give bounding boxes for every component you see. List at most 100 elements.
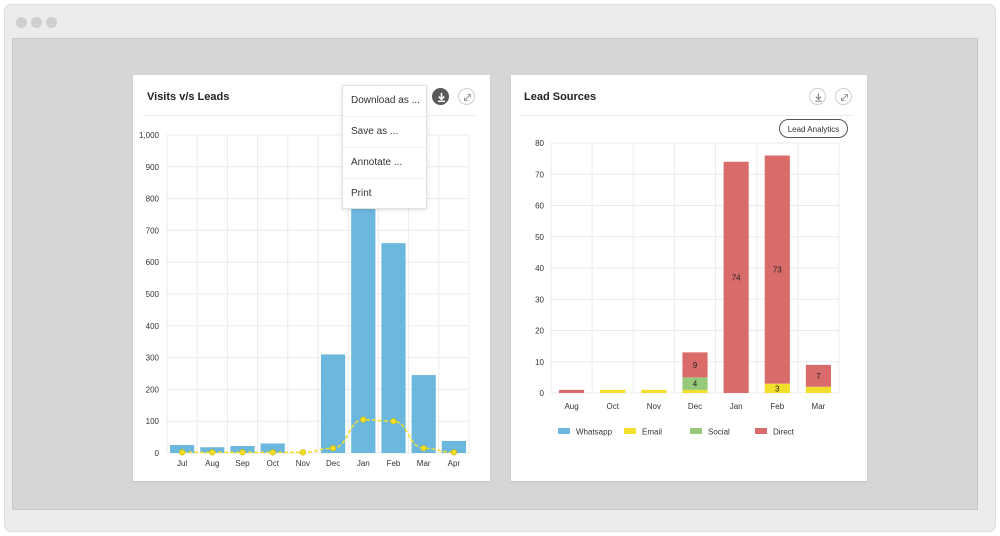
legend-swatch-whatsapp xyxy=(558,428,570,434)
bar-segment-direct xyxy=(682,352,708,378)
visits-leads-chart: 0 100 200 300 400 500 600 700 800 900 1,000 Jul Aug S… xyxy=(139,131,470,468)
bar-segment-email xyxy=(641,389,667,393)
x-tick-label: Aug xyxy=(205,459,219,468)
lead-sources-chart: 0 10 20 30 40 50 60 70 80 Aug Oct Nov Dec Jan Feb Mar 4 9… xyxy=(535,139,840,437)
y-tick-label: 1,000 xyxy=(139,131,160,140)
y-tick-label: 500 xyxy=(146,290,160,299)
leads-point-nov xyxy=(299,449,306,456)
legend-swatch-social xyxy=(690,428,702,434)
y-tick-label: 0 xyxy=(155,449,160,458)
bar-segment-social xyxy=(682,377,708,390)
x-tick-label: Mar xyxy=(812,402,826,411)
legend-swatch-direct xyxy=(755,428,767,434)
bar-oct xyxy=(260,443,285,453)
x-tick-label: Oct xyxy=(266,459,279,468)
x-tick-label: Sep xyxy=(235,459,250,468)
y-tick-label: 20 xyxy=(535,327,544,336)
expand-icon xyxy=(464,94,471,101)
x-tick-label: Mar xyxy=(417,459,431,468)
x-tick-label: Oct xyxy=(606,402,619,411)
x-tick-label: Jan xyxy=(357,459,370,468)
x-tick-label: Apr xyxy=(448,459,461,468)
data-label: 9 xyxy=(693,361,698,370)
y-tick-label: 100 xyxy=(146,417,160,426)
y-tick-label: 40 xyxy=(535,264,544,273)
x-tick-label: Feb xyxy=(387,459,401,468)
window-dot-icon xyxy=(46,17,57,28)
y-tick-label: 10 xyxy=(535,358,544,367)
x-tick-label: Jan xyxy=(730,402,743,411)
download-button[interactable] xyxy=(809,88,826,105)
bar-mar xyxy=(411,375,436,453)
download-icon xyxy=(438,93,445,102)
bar-segment-email xyxy=(805,386,831,393)
leads-point-oct xyxy=(269,449,276,456)
bar-segment-direct xyxy=(559,389,585,393)
legend-label-email: Email xyxy=(642,428,662,437)
bar-segment-email xyxy=(764,383,790,393)
y-tick-label: 50 xyxy=(535,233,544,242)
y-tick-label: 70 xyxy=(535,170,544,179)
menu-item-annotate[interactable]: Annotate ... xyxy=(343,148,426,179)
leads-point-apr xyxy=(450,449,458,456)
x-tick-label: Aug xyxy=(564,402,578,411)
x-tick-label: Dec xyxy=(326,459,340,468)
bar-segment-email xyxy=(682,389,708,393)
bar-jul xyxy=(170,445,195,453)
bar-segment-direct xyxy=(723,161,749,393)
bar-segment-direct xyxy=(805,364,831,387)
leads-point-aug xyxy=(209,449,216,456)
y-tick-label: 30 xyxy=(535,295,544,304)
leads-point-mar xyxy=(420,445,427,452)
lead-analytics-button[interactable]: Lead Analytics xyxy=(779,119,848,138)
export-menu: Download as ... Save as ... Annotate ...… xyxy=(342,85,427,209)
menu-item-save[interactable]: Save as ... xyxy=(343,117,426,148)
card-divider xyxy=(143,115,476,116)
leads-point-jul xyxy=(178,449,186,456)
bar-apr xyxy=(441,440,466,453)
leads-point-dec xyxy=(330,445,337,452)
data-label: 73 xyxy=(773,266,782,275)
legend-label-social: Social xyxy=(708,428,730,437)
expand-button[interactable] xyxy=(835,88,852,105)
y-tick-label: 700 xyxy=(146,226,160,235)
menu-item-print[interactable]: Print xyxy=(351,188,372,199)
bar-segment-direct xyxy=(764,155,790,384)
card-divider xyxy=(521,115,854,116)
leads-point-sep xyxy=(239,449,246,456)
visits-leads-card: Visits v/s Leads 0 100 200 300 400 500 600 700 8… xyxy=(133,75,490,481)
legend-label-direct: Direct xyxy=(773,428,795,437)
download-icon xyxy=(815,93,822,102)
legend-label-whatsapp: Whatsapp xyxy=(576,428,613,437)
data-label: 74 xyxy=(732,273,741,282)
card-title: Visits v/s Leads xyxy=(147,91,230,103)
window-dot-icon xyxy=(16,17,27,28)
y-tick-label: 600 xyxy=(146,258,160,267)
leads-point-jan xyxy=(360,416,367,423)
expand-icon xyxy=(841,94,848,101)
x-tick-label: Jul xyxy=(177,459,187,468)
y-tick-label: 60 xyxy=(535,202,544,211)
x-tick-label: Nov xyxy=(296,459,310,468)
bar-dec xyxy=(321,354,346,453)
download-button[interactable] xyxy=(432,88,449,105)
y-tick-label: 800 xyxy=(146,195,160,204)
bar-feb xyxy=(381,243,406,453)
window-dot-icon xyxy=(31,17,42,28)
x-tick-label: Dec xyxy=(688,402,702,411)
legend-swatch-email xyxy=(624,428,636,434)
bar-segment-email xyxy=(600,389,626,393)
x-tick-label: Nov xyxy=(647,402,661,411)
expand-button[interactable] xyxy=(458,88,475,105)
data-label: 7 xyxy=(816,372,821,381)
leads-point-feb xyxy=(390,418,397,425)
y-tick-label: 0 xyxy=(540,389,545,398)
data-label: 4 xyxy=(693,380,698,389)
y-tick-label: 80 xyxy=(535,139,544,148)
card-title: Lead Sources xyxy=(524,91,597,103)
y-tick-label: 900 xyxy=(146,163,160,172)
lead-sources-card: Lead Sources 0 10 20 30 40 50 60 70 80 Aug Oct Nov D… xyxy=(511,75,867,481)
x-tick-label: Feb xyxy=(770,402,784,411)
y-tick-label: 300 xyxy=(146,354,160,363)
menu-item-download[interactable]: Download as ... xyxy=(343,86,426,117)
